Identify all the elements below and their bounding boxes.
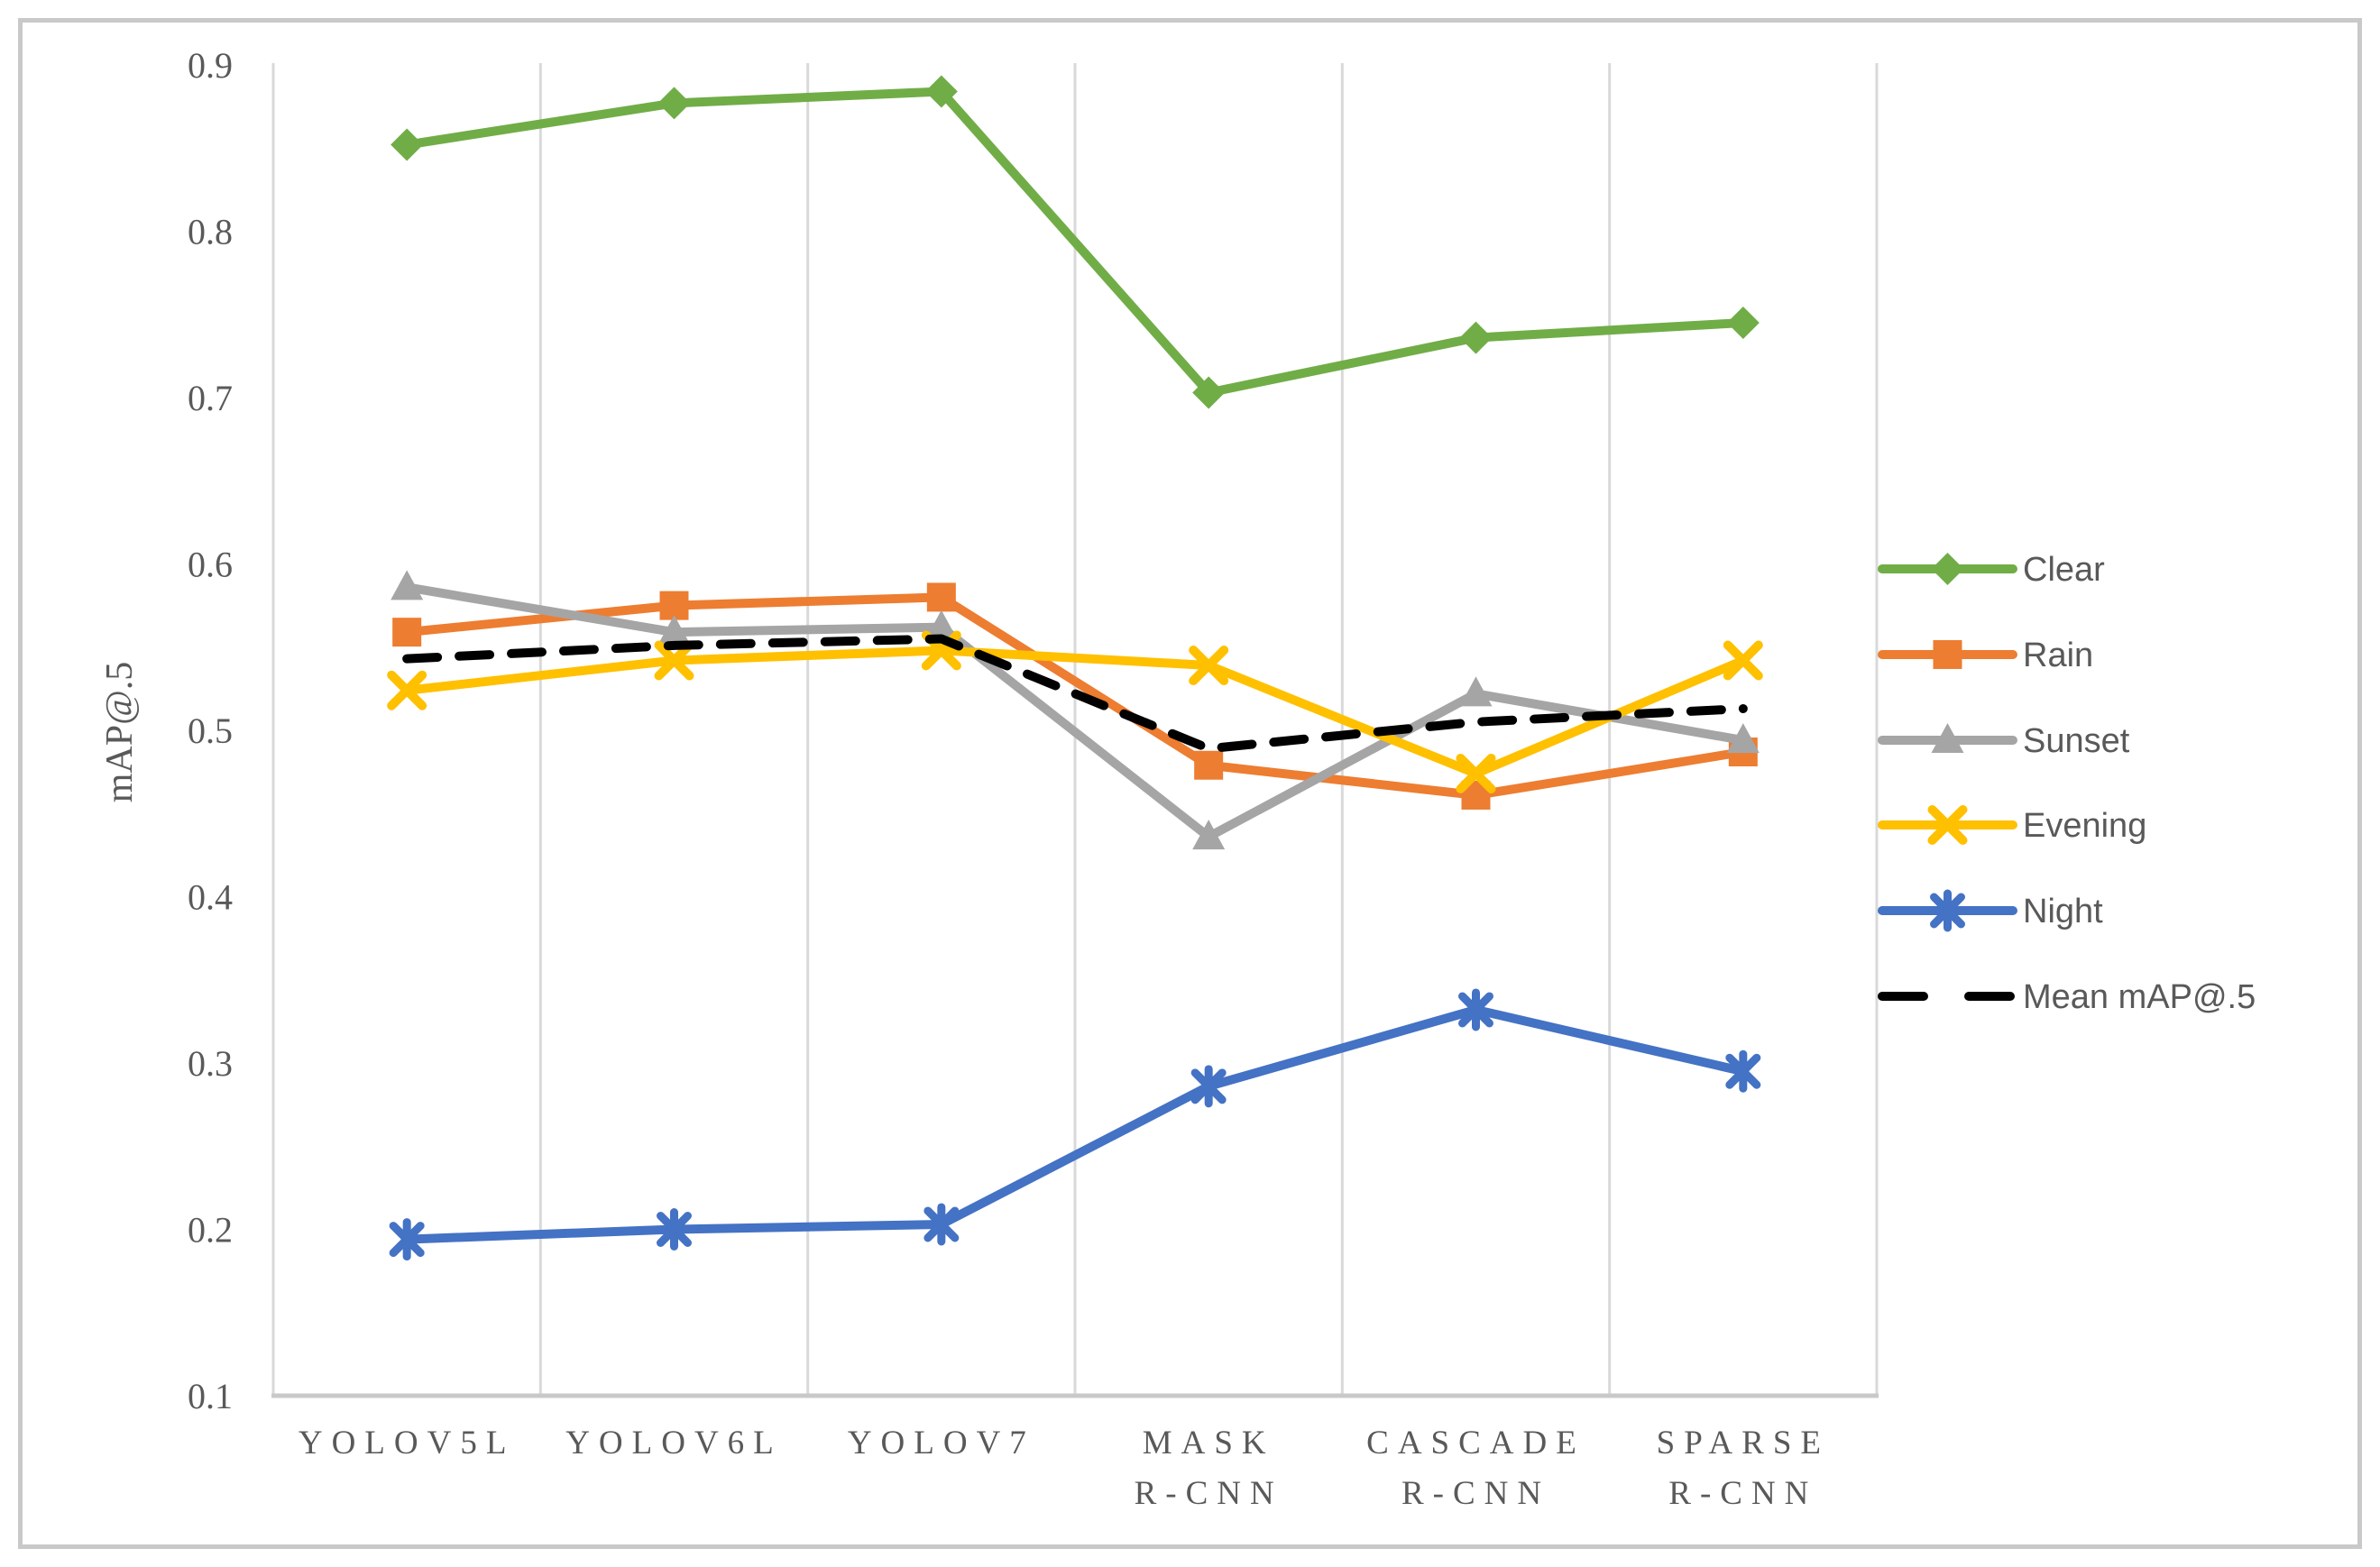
night-marker <box>1190 1068 1227 1104</box>
night-line <box>402 1004 1748 1244</box>
sunset-marker <box>1459 676 1493 707</box>
y-tick-label: 0.9 <box>188 45 233 86</box>
rain-marker <box>926 582 956 612</box>
legend-item-rain-label: Rain <box>2023 637 2093 674</box>
x-category-label: CASCADE <box>1366 1425 1585 1462</box>
clear-marker <box>657 87 691 120</box>
sunset-line <box>402 582 1748 842</box>
legend-item-sunset-marker <box>1931 723 1964 753</box>
legend-item-mean-map-5-label: Mean mAP@.5 <box>2023 978 2256 1016</box>
sunset-marker <box>1726 723 1760 754</box>
night-marker <box>1725 1053 1761 1089</box>
sunset-marker <box>391 570 424 600</box>
y-tick-label: 0.8 <box>188 212 233 252</box>
x-category-label: YOLOV7 <box>848 1425 1035 1462</box>
night-marker <box>1458 992 1493 1028</box>
night-marker <box>924 1206 960 1242</box>
x-category-label: YOLOV6L <box>565 1425 783 1462</box>
legend-item-night-label: Night <box>2023 893 2103 930</box>
night-marker <box>389 1222 425 1258</box>
x-category-label: YOLOV5L <box>299 1425 516 1462</box>
legend-item-clear-marker <box>1931 553 1964 585</box>
legend-item-night-marker <box>1930 893 1965 929</box>
x-category-label: MASK <box>1143 1425 1275 1462</box>
legend-item-evening-marker <box>1927 805 1968 845</box>
evening-marker <box>1189 646 1229 686</box>
y-tick-label: 0.5 <box>188 710 233 751</box>
clear-marker <box>1726 306 1760 339</box>
clear-marker <box>391 128 424 161</box>
legend-item-evening-label: Evening <box>2023 807 2146 845</box>
x-category-label: R-CNN <box>1668 1475 1817 1512</box>
evening-marker <box>387 670 427 710</box>
mean-map-5-line <box>402 634 1748 754</box>
x-category-label: R-CNN <box>1135 1475 1283 1512</box>
legend-item-sunset-label: Sunset <box>2023 722 2130 760</box>
y-tick-label: 0.4 <box>188 877 233 918</box>
x-category-label: SPARSE <box>1657 1425 1830 1462</box>
sunset-marker <box>924 609 958 640</box>
y-tick-label: 0.2 <box>188 1210 233 1251</box>
legend-item-rain-marker <box>1933 640 1962 669</box>
rain-line <box>402 592 1748 800</box>
y-axis-title: mAP@.5 <box>99 661 141 803</box>
rain-marker <box>1194 750 1224 780</box>
clear-marker <box>1459 321 1493 354</box>
x-category-label: R-CNN <box>1401 1475 1550 1512</box>
y-tick-label: 0.1 <box>188 1376 233 1416</box>
y-tick-label: 0.7 <box>188 378 233 418</box>
sunset-marker <box>1192 820 1226 850</box>
evening-marker <box>654 640 694 681</box>
clear-marker <box>924 75 958 108</box>
legend-item-clear-label: Clear <box>2023 551 2105 589</box>
rain-marker <box>392 618 422 647</box>
y-tick-label: 0.6 <box>188 545 233 585</box>
y-tick-label: 0.3 <box>188 1043 233 1084</box>
night-marker <box>657 1212 692 1247</box>
clear-marker <box>1192 376 1226 409</box>
clear-line <box>402 87 1748 398</box>
evening-marker <box>1723 640 1763 681</box>
evening-line <box>402 646 1748 778</box>
sunset-marker <box>657 615 691 646</box>
evening-marker <box>1456 753 1496 793</box>
